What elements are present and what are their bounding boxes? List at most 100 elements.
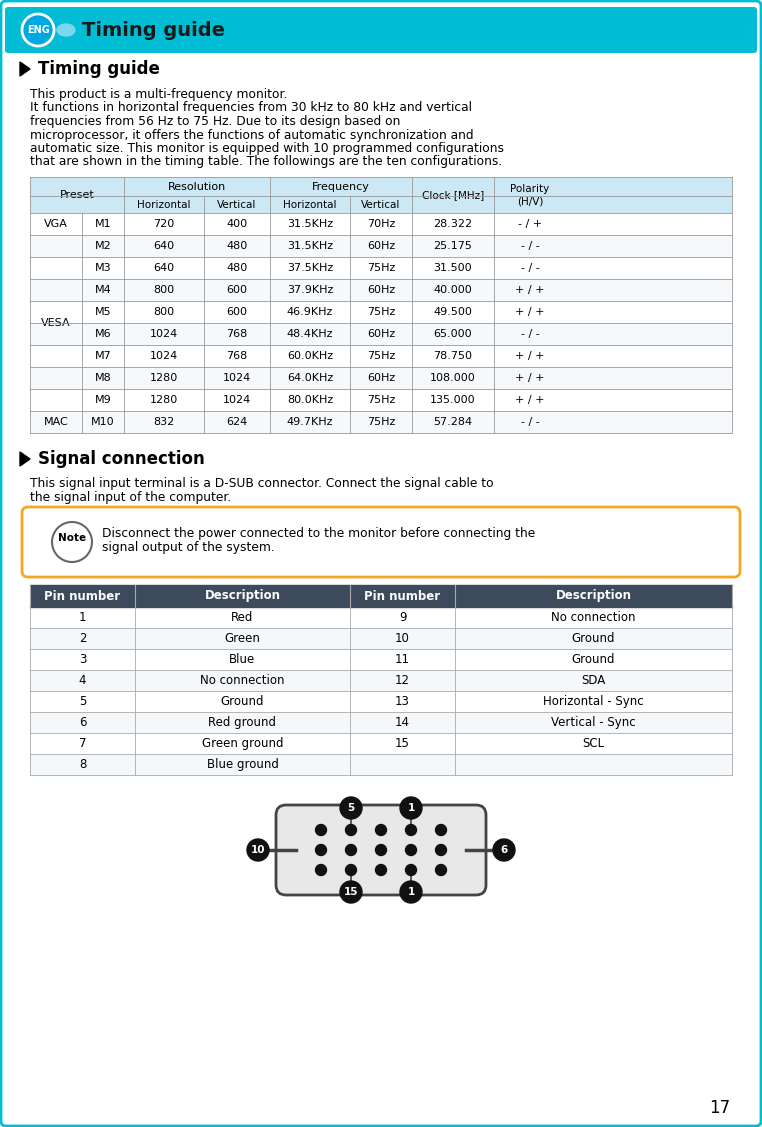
Circle shape (315, 844, 326, 855)
Circle shape (340, 881, 362, 903)
Text: 135.000: 135.000 (431, 394, 475, 405)
Bar (30, 712, 732, 733)
Text: 600: 600 (226, 307, 248, 317)
Text: 31.5KHz: 31.5KHz (287, 241, 333, 251)
Bar (30, 236, 732, 257)
Text: 1024: 1024 (150, 350, 178, 361)
Circle shape (400, 797, 422, 819)
Text: 60Hz: 60Hz (367, 329, 395, 339)
Bar (30, 213, 732, 236)
Text: that are shown in the timing table. The followings are the ten configurations.: that are shown in the timing table. The … (30, 156, 502, 169)
Circle shape (340, 797, 362, 819)
Text: Green ground: Green ground (202, 737, 283, 749)
Text: 1024: 1024 (223, 394, 251, 405)
Text: 17: 17 (709, 1099, 731, 1117)
Text: Disconnect the power connected to the monitor before connecting the: Disconnect the power connected to the mo… (102, 527, 535, 540)
Text: 768: 768 (226, 329, 248, 339)
Text: 75Hz: 75Hz (367, 417, 395, 427)
Text: 400: 400 (226, 219, 248, 229)
Text: M2: M2 (94, 241, 111, 251)
Text: Red ground: Red ground (209, 716, 277, 729)
Text: 108.000: 108.000 (430, 373, 476, 383)
Text: 1280: 1280 (150, 394, 178, 405)
Text: This product is a multi-frequency monitor.: This product is a multi-frequency monito… (30, 88, 287, 101)
Text: 14: 14 (395, 716, 410, 729)
Text: 70Hz: 70Hz (367, 219, 395, 229)
Text: 40.000: 40.000 (434, 285, 472, 295)
Text: 13: 13 (395, 695, 410, 708)
Text: Description: Description (204, 589, 280, 603)
Text: signal output of the system.: signal output of the system. (102, 541, 275, 554)
Text: Note: Note (58, 533, 86, 543)
Text: - / -: - / - (520, 417, 539, 427)
Bar (30, 323, 732, 345)
Text: 12: 12 (395, 674, 410, 687)
Bar (30, 628, 732, 649)
Text: - / -: - / - (520, 263, 539, 273)
Text: Timing guide: Timing guide (38, 60, 160, 78)
Text: Frequency: Frequency (312, 181, 370, 192)
FancyBboxPatch shape (22, 507, 740, 577)
Text: 6: 6 (78, 716, 86, 729)
Text: 64.0KHz: 64.0KHz (287, 373, 333, 383)
Text: Horizontal: Horizontal (283, 199, 337, 210)
Text: 60Hz: 60Hz (367, 373, 395, 383)
Text: 3: 3 (78, 653, 86, 666)
Text: M7: M7 (94, 350, 111, 361)
Circle shape (315, 864, 326, 876)
Text: 60.0KHz: 60.0KHz (287, 350, 333, 361)
Text: It functions in horizontal frequencies from 30 kHz to 80 kHz and vertical: It functions in horizontal frequencies f… (30, 101, 472, 115)
Text: ENG: ENG (27, 25, 50, 35)
Text: 60Hz: 60Hz (367, 241, 395, 251)
Text: Vertical - Sync: Vertical - Sync (551, 716, 636, 729)
Bar (30, 607, 732, 628)
Text: Green: Green (225, 632, 261, 645)
Text: 57.284: 57.284 (434, 417, 472, 427)
Ellipse shape (57, 24, 75, 36)
Circle shape (405, 825, 417, 835)
Bar (30, 649, 732, 669)
Bar (30, 279, 732, 301)
Circle shape (436, 844, 447, 855)
Text: No connection: No connection (551, 611, 636, 624)
Text: 11: 11 (395, 653, 410, 666)
Text: 60Hz: 60Hz (367, 285, 395, 295)
Text: 720: 720 (153, 219, 174, 229)
Polygon shape (20, 62, 30, 76)
Text: Horizontal: Horizontal (137, 199, 190, 210)
Text: + / +: + / + (515, 307, 545, 317)
Text: 15: 15 (395, 737, 410, 749)
Text: Pin number: Pin number (364, 589, 440, 603)
Text: 10: 10 (251, 845, 265, 855)
Text: 25.175: 25.175 (434, 241, 472, 251)
Text: 800: 800 (153, 307, 174, 317)
Circle shape (247, 838, 269, 861)
Text: 640: 640 (153, 263, 174, 273)
Text: 28.322: 28.322 (434, 219, 472, 229)
Bar (30, 177, 732, 213)
Bar (30, 691, 732, 712)
Circle shape (315, 825, 326, 835)
Text: 80.0KHz: 80.0KHz (287, 394, 333, 405)
Text: Ground: Ground (572, 632, 615, 645)
Text: M9: M9 (94, 394, 111, 405)
Circle shape (436, 864, 447, 876)
Text: 1024: 1024 (150, 329, 178, 339)
Text: 832: 832 (153, 417, 174, 427)
Text: 480: 480 (226, 241, 248, 251)
Text: + / +: + / + (515, 285, 545, 295)
Text: Blue ground: Blue ground (207, 758, 278, 771)
Text: 75Hz: 75Hz (367, 307, 395, 317)
Text: 1: 1 (408, 887, 415, 897)
Text: Blue: Blue (229, 653, 255, 666)
Text: Timing guide: Timing guide (82, 20, 225, 39)
Text: 6: 6 (501, 845, 507, 855)
Bar (30, 669, 732, 691)
FancyBboxPatch shape (5, 7, 757, 53)
Text: the signal input of the computer.: the signal input of the computer. (30, 491, 231, 504)
Text: 5: 5 (347, 804, 354, 813)
Text: 75Hz: 75Hz (367, 394, 395, 405)
FancyBboxPatch shape (276, 805, 486, 895)
Text: 2: 2 (78, 632, 86, 645)
Text: 1: 1 (408, 804, 415, 813)
